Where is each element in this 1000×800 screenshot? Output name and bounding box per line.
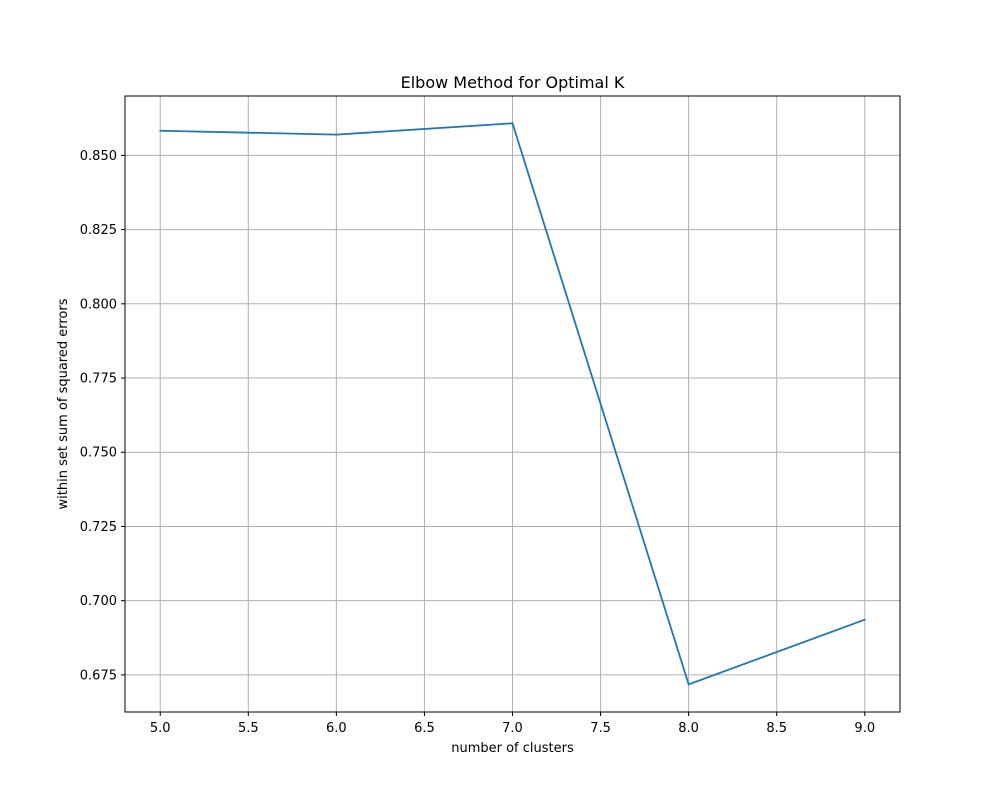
x-tick-label: 6.5 (414, 721, 435, 736)
x-tick-label: 5.0 (150, 721, 171, 736)
x-tick-label: 5.5 (238, 721, 259, 736)
y-tick-label: 0.850 (80, 149, 117, 164)
x-axis-label: number of clusters (451, 741, 574, 756)
y-axis-label: within set sum of squared errors (56, 298, 71, 509)
y-tick-label: 0.750 (80, 446, 117, 461)
data-point (159, 129, 162, 132)
x-tick-label: 7.5 (590, 721, 611, 736)
y-tick-label: 0.825 (80, 223, 117, 238)
y-tick-label: 0.700 (80, 594, 117, 609)
x-axis-ticks: 5.0 5.5 6.0 6.5 7.0 7.5 8.0 8.5 9.0 (150, 712, 875, 736)
y-tick-label: 0.725 (80, 520, 117, 535)
data-point (863, 618, 866, 621)
y-tick-label: 0.775 (80, 372, 117, 387)
chart-title: Elbow Method for Optimal K (401, 73, 625, 92)
series-layer (159, 122, 866, 686)
data-point (335, 133, 338, 136)
grid (125, 96, 900, 712)
data-point (687, 683, 690, 686)
data-point (511, 122, 514, 125)
x-tick-label: 6.0 (326, 721, 347, 736)
y-axis-ticks: 0.675 0.700 0.725 0.750 0.775 0.800 0.825 0.850 (80, 149, 125, 683)
x-tick-label: 9.0 (854, 721, 875, 736)
x-tick-label: 7.0 (502, 721, 523, 736)
y-tick-label: 0.800 (80, 297, 117, 312)
y-tick-label: 0.675 (80, 668, 117, 683)
x-tick-label: 8.0 (678, 721, 699, 736)
x-tick-label: 8.5 (766, 721, 787, 736)
